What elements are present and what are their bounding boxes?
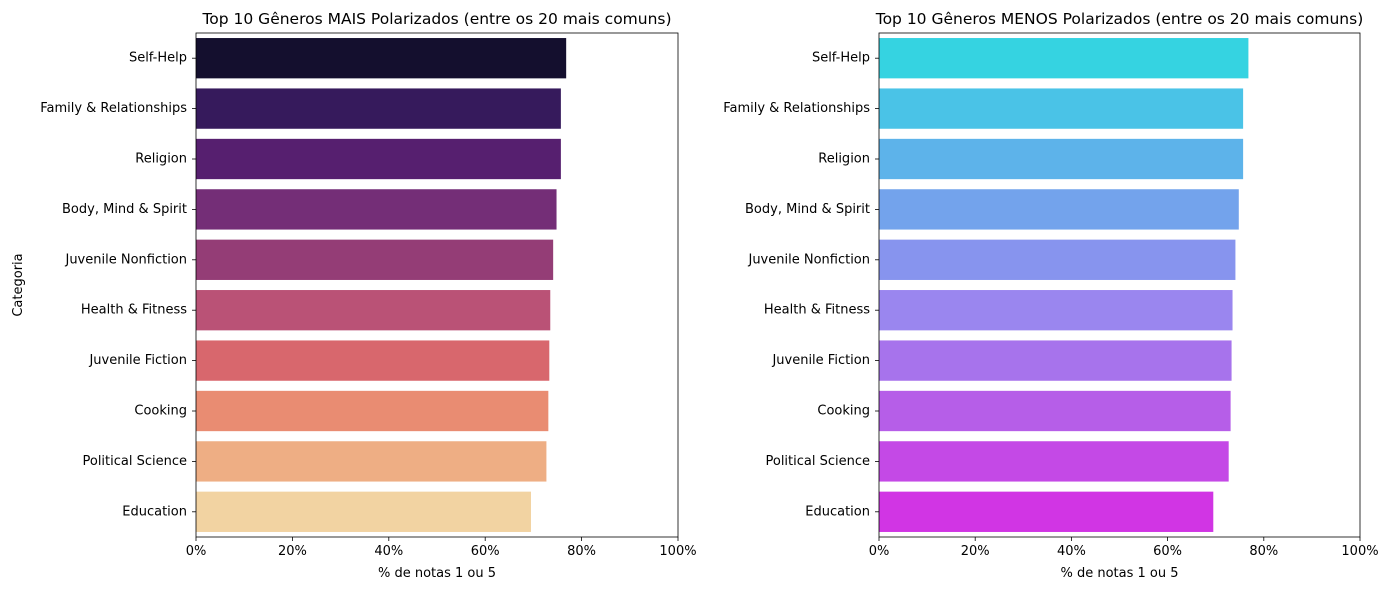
y-tick-label: Education	[805, 504, 870, 519]
bar	[196, 290, 551, 331]
x-tick-label: 20%	[961, 544, 990, 559]
bar	[879, 390, 1231, 432]
x-tick-label: 0%	[869, 544, 890, 559]
y-tick-label: Family & Relationships	[723, 101, 870, 116]
bar	[879, 491, 1214, 532]
bar	[879, 290, 1233, 331]
x-axis-label: % de notas 1 ou 5	[1060, 566, 1178, 581]
y-axis-label: Categoria	[11, 253, 26, 316]
bar	[196, 491, 531, 532]
x-tick-label: 40%	[1057, 544, 1086, 559]
y-tick-label: Self-Help	[129, 51, 187, 66]
x-axis-label: % de notas 1 ou 5	[378, 566, 496, 581]
y-tick-label: Body, Mind & Spirit	[62, 202, 187, 217]
y-tick-label: Body, Mind & Spirit	[745, 202, 870, 217]
bar	[196, 138, 561, 180]
axes-frame	[878, 32, 1361, 538]
bar	[879, 88, 1244, 129]
x-tick-label: 20%	[278, 544, 307, 559]
axes-frame	[195, 32, 679, 538]
y-tick-label: Family & Relationships	[40, 101, 187, 116]
bar	[196, 239, 554, 280]
y-tick-label: Cooking	[134, 404, 187, 419]
bar	[196, 38, 567, 79]
y-tick-label: Religion	[135, 152, 187, 167]
y-tick-label: Education	[122, 504, 187, 519]
x-tick-label: 80%	[567, 544, 596, 559]
bar	[879, 340, 1232, 381]
y-tick-label: Self-Help	[812, 51, 870, 66]
x-tick-label: 60%	[1153, 544, 1182, 559]
y-tick-label: Religion	[818, 152, 870, 167]
y-tick-label: Juvenile Nonfiction	[747, 252, 870, 267]
y-tick-label: Health & Fitness	[81, 303, 187, 318]
bar	[196, 390, 549, 432]
bar	[879, 138, 1244, 180]
x-tick-label: 40%	[374, 544, 403, 559]
y-tick-label: Political Science	[82, 454, 187, 469]
bar	[196, 441, 547, 482]
bar	[879, 189, 1239, 230]
chart-panel-2: Self-Help Family & Relationships Religion B…	[723, 10, 1378, 581]
y-tick-label: Juvenile Nonfiction	[64, 252, 187, 267]
y-tick-label: Juvenile Fiction	[771, 353, 870, 368]
x-tick-label: 0%	[186, 544, 207, 559]
x-tick-label: 60%	[471, 544, 500, 559]
chart-panel-1: Self-Help Family & Relationships Religion B…	[11, 10, 697, 581]
y-tick-label: Juvenile Fiction	[88, 353, 187, 368]
bar	[196, 340, 550, 381]
y-tick-label: Political Science	[765, 454, 870, 469]
x-tick-label: 100%	[659, 544, 696, 559]
bar	[196, 189, 557, 230]
y-tick-label: Cooking	[817, 404, 870, 419]
chart-title: Top 10 Gêneros MENOS Polarizados (entre …	[875, 10, 1364, 28]
bar	[879, 441, 1229, 482]
x-tick-label: 80%	[1249, 544, 1278, 559]
bar	[196, 88, 561, 129]
bar	[879, 239, 1236, 280]
x-tick-label: 100%	[1341, 544, 1378, 559]
chart-title: Top 10 Gêneros MAIS Polarizados (entre o…	[201, 10, 671, 28]
y-tick-label: Health & Fitness	[764, 303, 870, 318]
bar	[879, 38, 1249, 79]
